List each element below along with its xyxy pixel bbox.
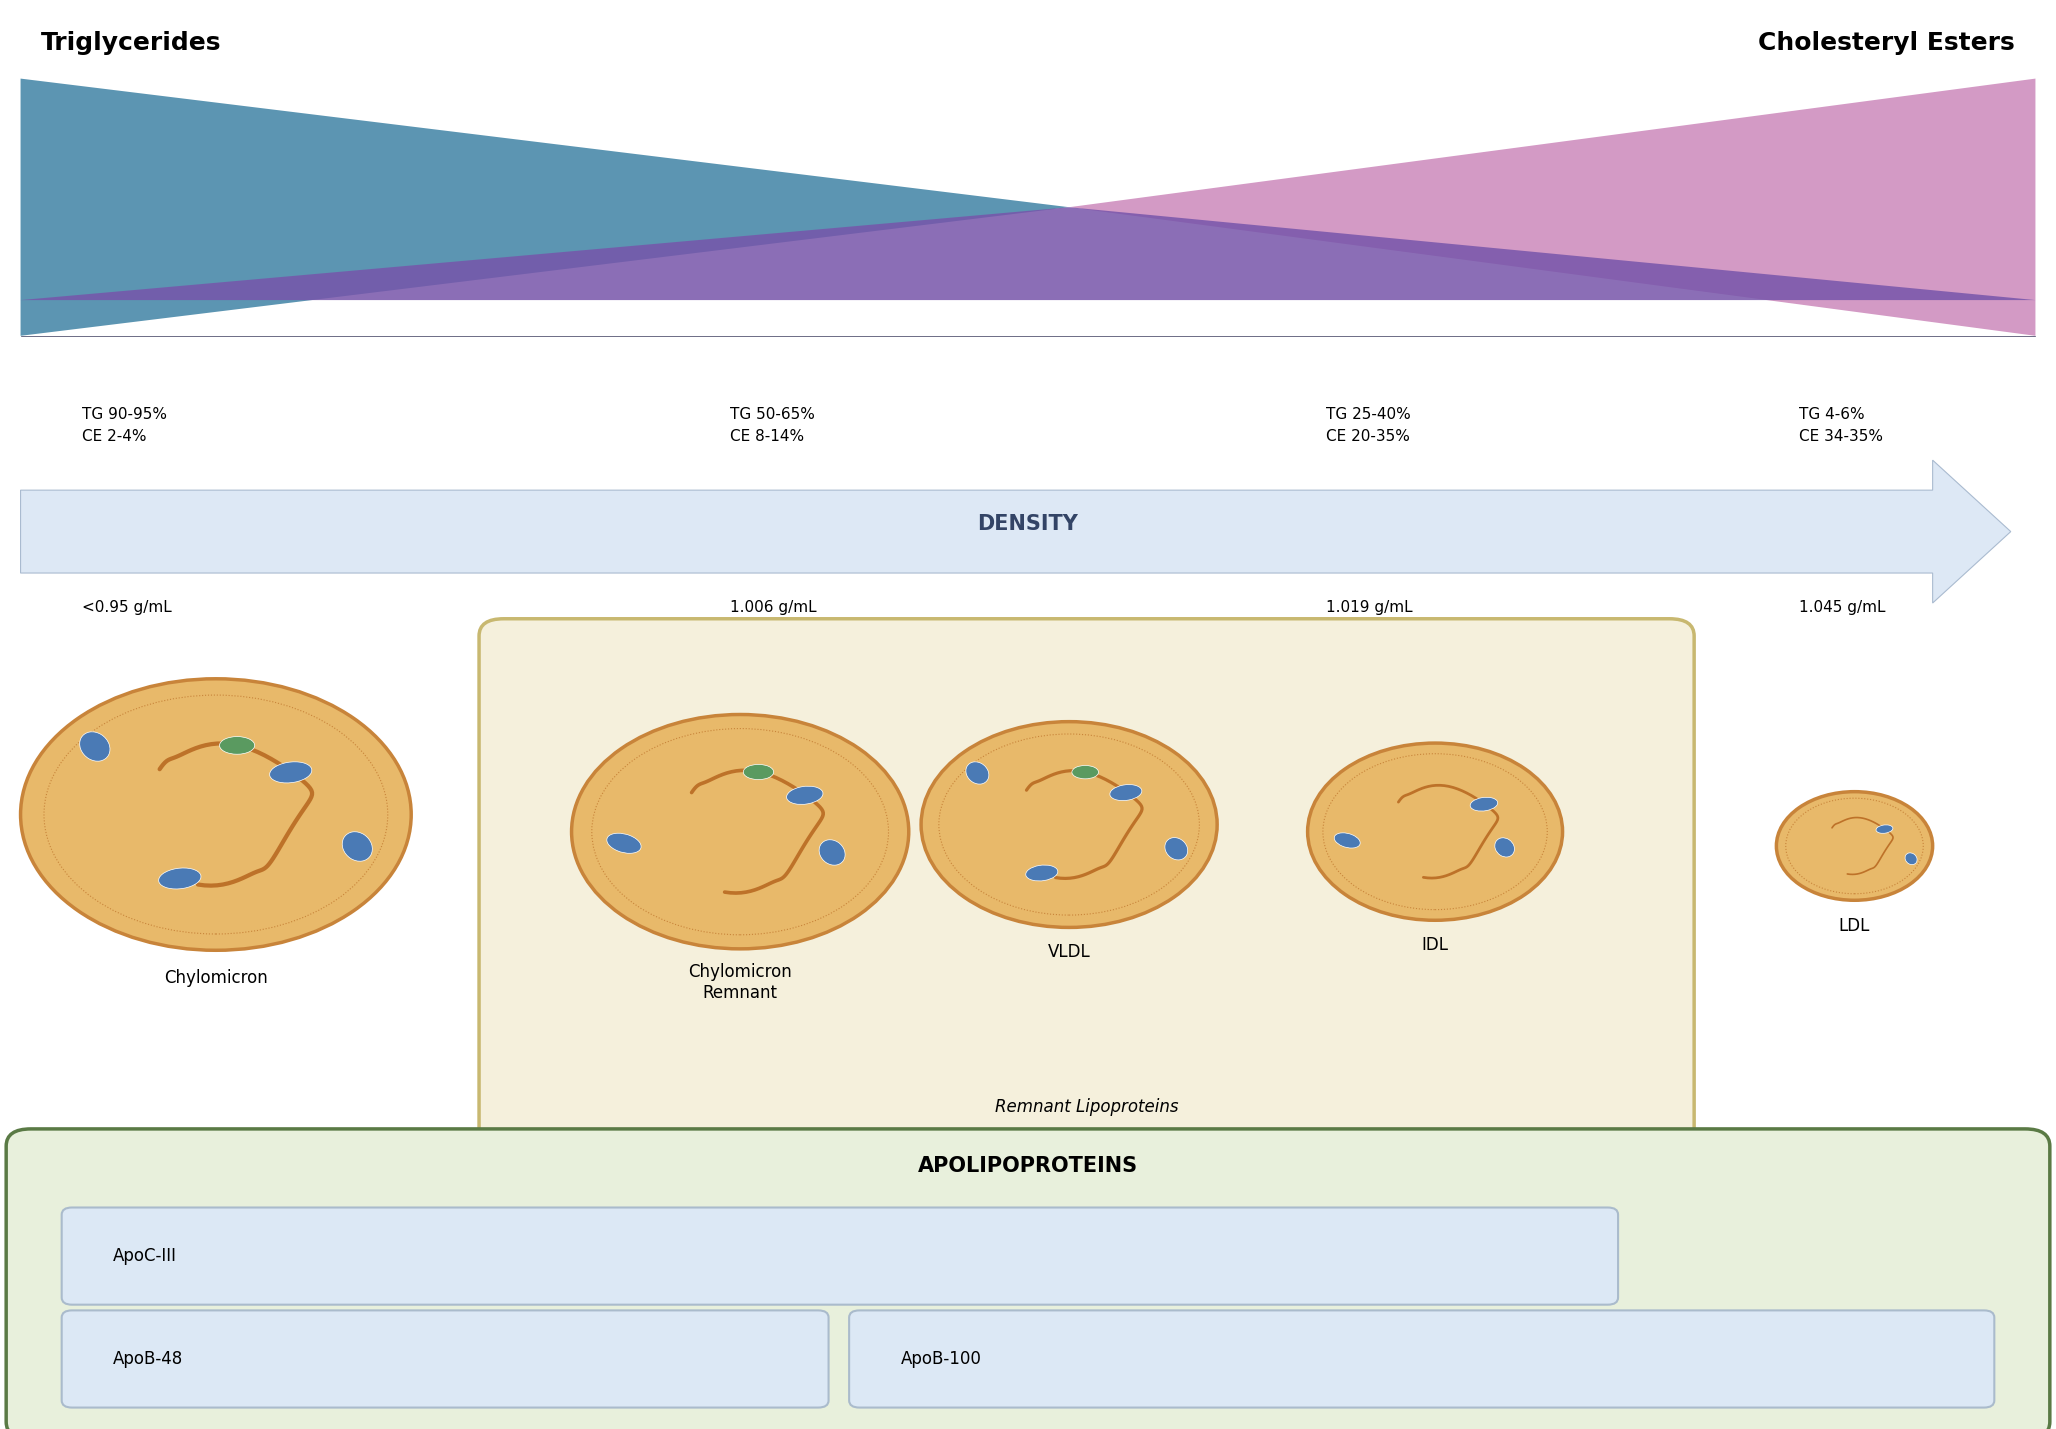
- Ellipse shape: [1166, 837, 1188, 860]
- FancyBboxPatch shape: [479, 619, 1694, 1153]
- Ellipse shape: [787, 786, 822, 805]
- Ellipse shape: [1495, 837, 1515, 857]
- Ellipse shape: [1906, 853, 1916, 865]
- Text: 1.019 g/mL: 1.019 g/mL: [1326, 600, 1412, 614]
- Ellipse shape: [1875, 825, 1894, 833]
- Polygon shape: [21, 460, 2011, 603]
- Text: ApoC-III: ApoC-III: [113, 1248, 177, 1265]
- Ellipse shape: [818, 840, 845, 865]
- Ellipse shape: [1334, 833, 1361, 847]
- Text: DENSITY: DENSITY: [977, 514, 1079, 534]
- Text: VLDL: VLDL: [1049, 943, 1090, 962]
- Text: <0.95 g/mL: <0.95 g/mL: [82, 600, 173, 614]
- Text: APOLIPOPROTEINS: APOLIPOPROTEINS: [917, 1156, 1139, 1176]
- Circle shape: [21, 679, 411, 950]
- FancyBboxPatch shape: [62, 1310, 829, 1408]
- FancyBboxPatch shape: [62, 1208, 1618, 1305]
- Text: TG 90-95%
CE 2-4%: TG 90-95% CE 2-4%: [82, 407, 167, 444]
- Polygon shape: [21, 79, 1069, 336]
- Text: Chylomicron: Chylomicron: [164, 969, 267, 987]
- Text: Triglycerides: Triglycerides: [41, 31, 222, 56]
- Circle shape: [572, 714, 909, 949]
- Text: Chylomicron
Remnant: Chylomicron Remnant: [689, 963, 792, 1002]
- FancyBboxPatch shape: [849, 1310, 1994, 1408]
- Polygon shape: [1069, 79, 2035, 336]
- Ellipse shape: [744, 765, 773, 780]
- Ellipse shape: [220, 736, 255, 755]
- Text: ApoB-48: ApoB-48: [113, 1350, 183, 1368]
- Ellipse shape: [158, 867, 201, 889]
- Circle shape: [1776, 792, 1933, 900]
- Ellipse shape: [80, 732, 109, 762]
- FancyBboxPatch shape: [6, 1129, 2050, 1429]
- Text: LDL: LDL: [1838, 917, 1871, 936]
- Ellipse shape: [607, 833, 641, 853]
- Text: Cholesteryl Esters: Cholesteryl Esters: [1758, 31, 2015, 56]
- Text: 1.045 g/mL: 1.045 g/mL: [1799, 600, 1885, 614]
- Text: 1.006 g/mL: 1.006 g/mL: [730, 600, 816, 614]
- Text: Remnant Lipoproteins: Remnant Lipoproteins: [995, 1097, 1178, 1116]
- Ellipse shape: [1026, 865, 1059, 880]
- Text: ApoB-100: ApoB-100: [901, 1350, 981, 1368]
- Text: TG 4-6%
CE 34-35%: TG 4-6% CE 34-35%: [1799, 407, 1883, 444]
- Ellipse shape: [1470, 797, 1497, 812]
- Text: TG 50-65%
CE 8-14%: TG 50-65% CE 8-14%: [730, 407, 814, 444]
- Ellipse shape: [1071, 766, 1098, 779]
- Polygon shape: [21, 207, 2035, 300]
- Ellipse shape: [966, 762, 989, 785]
- Circle shape: [1308, 743, 1563, 920]
- Text: IDL: IDL: [1421, 936, 1449, 955]
- Ellipse shape: [1110, 785, 1141, 800]
- Text: TG 25-40%
CE 20-35%: TG 25-40% CE 20-35%: [1326, 407, 1410, 444]
- Ellipse shape: [269, 762, 313, 783]
- Ellipse shape: [341, 832, 372, 862]
- Circle shape: [921, 722, 1217, 927]
